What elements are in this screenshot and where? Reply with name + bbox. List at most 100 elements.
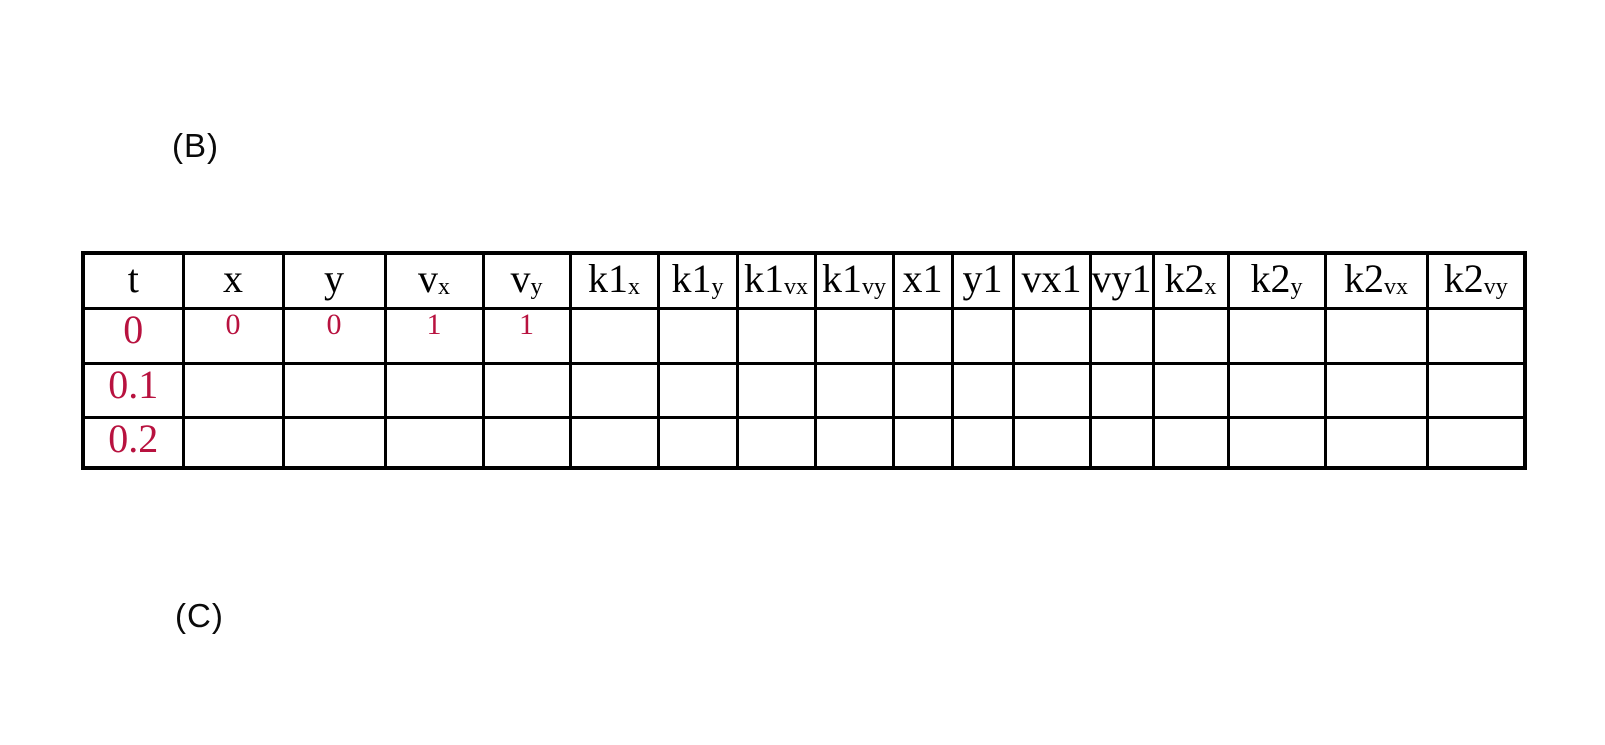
col-header-base: k2 [1443, 255, 1484, 301]
col-header-vx: vx [383, 251, 485, 310]
col-header-base: k1 [744, 255, 784, 301]
cell-k1vy-row1 [813, 361, 895, 419]
cell-k2vx-row0 [1323, 306, 1429, 365]
col-header-base: k1 [822, 255, 862, 301]
cell-vy1-row0 [1088, 306, 1155, 365]
cell-vx1-row1 [1011, 361, 1092, 419]
cell-k2x-row2 [1151, 415, 1230, 470]
col-header-base: k1 [671, 255, 712, 301]
cell-k1y-row2 [656, 415, 739, 470]
cell-k1vx-row0 [735, 306, 817, 365]
col-header-base: y1 [962, 255, 1003, 301]
cell-x1-row1 [891, 361, 954, 419]
cell-x-row1 [181, 361, 285, 419]
cell-k1vx-row2 [735, 415, 817, 470]
col-header-k2vy: k2vy [1425, 251, 1527, 310]
cell-x1-row2 [891, 415, 954, 470]
col-header-y1: y1 [950, 251, 1015, 310]
col-header-subscript: vx [1384, 274, 1408, 301]
cell-vx-row2 [383, 415, 485, 470]
cell-k2x-row1 [1151, 361, 1230, 419]
col-header-base: k2 [1344, 255, 1384, 301]
table-row-0.1: 0.1 [81, 361, 1527, 419]
cell-t-row2: 0.2 [81, 415, 185, 470]
cell-vy1-row2 [1088, 415, 1155, 470]
col-header-k1vx: k1vx [735, 251, 817, 310]
cell-k2vx-row2 [1323, 415, 1429, 470]
col-header-base: k2 [1164, 255, 1205, 301]
col-header-base: x1 [902, 255, 943, 301]
col-header-x1: x1 [891, 251, 954, 310]
col-header-k2x: k2x [1151, 251, 1230, 310]
col-header-subscript: vx [784, 274, 808, 301]
section-label-c: (C) [175, 597, 224, 634]
cell-k1vx-row1 [735, 361, 817, 419]
cell-x-row2 [181, 415, 285, 470]
col-header-base: vy1 [1091, 255, 1152, 301]
col-header-subscript: y [530, 274, 543, 301]
cell-x1-row0 [891, 306, 954, 365]
col-header-subscript: x [438, 274, 450, 301]
cell-k1vy-row2 [813, 415, 895, 470]
cell-y-row2 [281, 415, 387, 470]
cell-x-row0: 0 [181, 306, 285, 365]
cell-vx-row0: 1 [383, 306, 485, 365]
col-header-base: x [223, 255, 243, 301]
col-header-k2vx: k2vx [1323, 251, 1429, 310]
cell-k2y-row0 [1226, 306, 1327, 365]
cell-k1x-row2 [568, 415, 660, 470]
cell-k2y-row2 [1226, 415, 1327, 470]
cell-k1vy-row0 [813, 306, 895, 365]
cell-k2vx-row1 [1323, 361, 1429, 419]
section-label-b: (B) [172, 127, 219, 164]
cell-k2x-row0 [1151, 306, 1230, 365]
cell-k2vy-row1 [1425, 361, 1527, 419]
col-header-subscript: x [1204, 274, 1217, 301]
cell-y1-row2 [950, 415, 1015, 470]
col-header-subscript: y [1290, 274, 1303, 301]
col-header-vy1: vy1 [1088, 251, 1155, 310]
col-header-subscript: vy [1483, 274, 1508, 301]
cell-y1-row0 [950, 306, 1015, 365]
worksheet-table-container: t x y vx vy k1x k1y k1vx k1vy x1 y1 vx1 vy1 k2x k2y k2v… [81, 251, 1527, 470]
cell-k1x-row0 [568, 306, 660, 365]
col-header-t: t [81, 251, 185, 310]
cell-vx1-row0 [1011, 306, 1092, 365]
col-header-k1y: k1y [656, 251, 739, 310]
worksheet-table: t x y vx vy k1x k1y k1vx k1vy x1 y1 vx1 vy1 k2x k2y k2v… [81, 251, 1527, 470]
cell-y-row0: 0 [281, 306, 387, 365]
cell-vy-row1 [481, 361, 572, 419]
cell-vy-row2 [481, 415, 572, 470]
col-header-subscript: vy [862, 274, 886, 301]
cell-y-row1 [281, 361, 387, 419]
col-header-base: vx1 [1021, 255, 1082, 301]
cell-vy1-row1 [1088, 361, 1155, 419]
col-header-vx1: vx1 [1011, 251, 1092, 310]
cell-k2vy-row2 [1425, 415, 1527, 470]
cell-vy-row0: 1 [481, 306, 572, 365]
cell-k1y-row0 [656, 306, 739, 365]
col-header-base: v [510, 255, 531, 301]
col-header-base: y [324, 255, 344, 301]
col-header-k1vy: k1vy [813, 251, 895, 310]
col-header-vy: vy [481, 251, 572, 310]
cell-t-row0: 0 [81, 306, 185, 365]
col-header-base: t [127, 255, 139, 301]
col-header-k1x: k1x [568, 251, 660, 310]
col-header-k2y: k2y [1226, 251, 1327, 310]
table-header-row: t x y vx vy k1x k1y k1vx k1vy x1 y1 vx1 vy1 k2x k2y k2v… [81, 251, 1527, 310]
cell-k1x-row1 [568, 361, 660, 419]
col-header-subscript: y [711, 274, 724, 301]
cell-k2vy-row0 [1425, 306, 1527, 365]
cell-vx-row1 [383, 361, 485, 419]
col-header-y: y [281, 251, 387, 310]
cell-vx1-row2 [1011, 415, 1092, 470]
col-header-base: k2 [1250, 255, 1291, 301]
cell-k2y-row1 [1226, 361, 1327, 419]
table-row-0.2: 0.2 [81, 415, 1527, 470]
col-header-base: v [418, 255, 438, 301]
col-header-x: x [181, 251, 285, 310]
col-header-base: k1 [588, 255, 628, 301]
